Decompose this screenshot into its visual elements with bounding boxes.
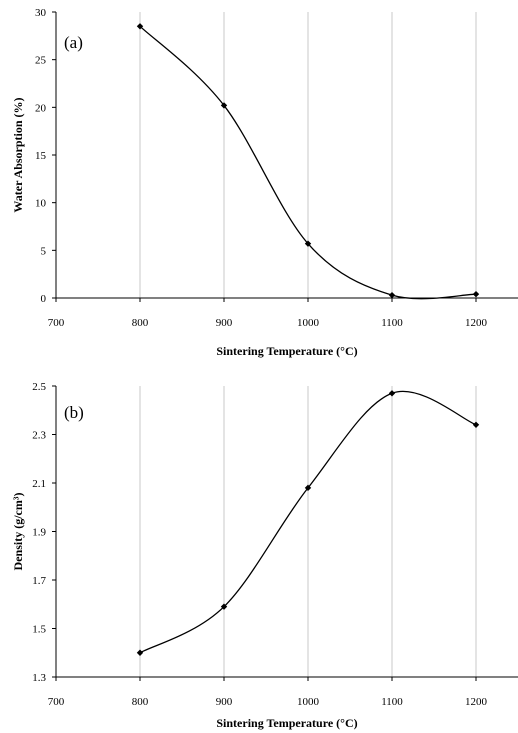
y-tick-label: 5: [41, 245, 47, 257]
y-tick-label: 0: [41, 293, 47, 305]
chart-water-absorption: 0 5 10 15 20 25 30 700 800 900 1000 1100 1200 Sinteri…: [11, 7, 518, 358]
x-tick-label: 1100: [381, 317, 403, 329]
data-point-marker: [136, 23, 144, 30]
data-point-marker: [304, 484, 312, 492]
x-tick-label: 1100: [381, 696, 403, 708]
x-tick-label: 900: [216, 317, 233, 329]
x-tick-label: 700: [48, 317, 65, 329]
y-tick-label: 20: [35, 102, 47, 114]
x-axis-title: Sintering Temperature (°C): [216, 716, 357, 730]
x-axis-title: Sintering Temperature (°C): [216, 344, 357, 358]
y-tick-label: 2.1: [32, 478, 46, 490]
data-point-marker: [472, 421, 480, 428]
x-tick-label: 1200: [465, 317, 488, 329]
data-point-marker: [220, 102, 228, 109]
y-axis-title: Water Absorption (%): [11, 97, 25, 212]
y-tick-label: 2.3: [32, 430, 46, 442]
panel-label: (a): [64, 33, 83, 52]
y-tick-label: 10: [35, 198, 47, 210]
data-point-marker: [472, 290, 480, 298]
chart-density: 1.3 1.5 1.7 1.9 2.1 2.3 2.5 700 800 900 1000 1100 12…: [11, 381, 518, 730]
x-tick-label: 800: [132, 317, 149, 329]
y-tick-label: 1.7: [32, 575, 46, 587]
panel-label: (b): [64, 403, 84, 422]
x-tick-label: 700: [48, 696, 65, 708]
x-tick-label: 1000: [297, 696, 320, 708]
y-tick-label: 1.9: [32, 527, 46, 539]
data-point-marker: [388, 390, 396, 397]
series-line: [139, 25, 477, 300]
y-tick-label: 1.3: [32, 672, 46, 684]
data-point-marker: [304, 240, 312, 247]
x-tick-label: 1200: [465, 696, 488, 708]
y-tick-label: 2.5: [32, 381, 46, 393]
data-point-marker: [220, 603, 228, 610]
y-tick-label: 30: [35, 7, 47, 19]
y-axis-title: Density (g/cm³): [11, 493, 25, 571]
data-point-marker: [136, 649, 144, 656]
x-tick-label: 800: [132, 696, 149, 708]
data-point-marker: [388, 291, 396, 299]
y-tick-label: 25: [35, 55, 47, 67]
y-tick-label: 1.5: [32, 624, 46, 636]
x-tick-label: 1000: [297, 317, 320, 329]
x-tick-label: 900: [216, 696, 233, 708]
y-tick-label: 15: [35, 150, 47, 162]
